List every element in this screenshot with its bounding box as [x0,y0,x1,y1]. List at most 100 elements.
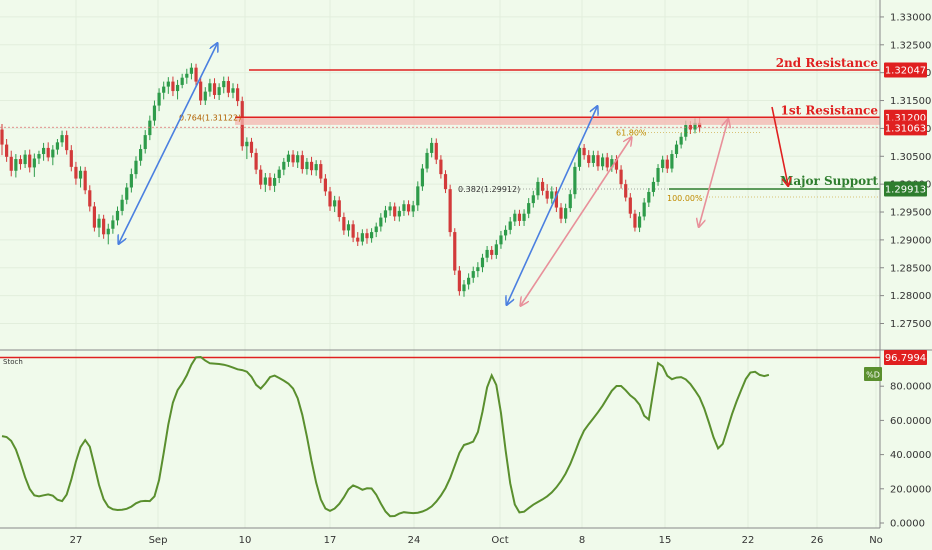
candle-body [434,142,438,160]
candle-body [32,158,36,168]
candle-body [485,249,489,258]
candle-body [148,120,152,136]
candle-body [208,83,212,92]
candle-body [370,232,374,239]
candle-body [568,194,572,209]
time-tick-label: No [869,535,883,546]
candle-body [5,144,9,157]
stoch-series-label: %D [866,371,880,380]
candle-body [115,210,120,221]
candle-body [74,166,78,179]
candle-body [490,249,494,255]
fib-label: 61.80% [616,128,647,137]
candle-body [342,217,346,231]
annotations: 2nd Resistance 1st Resistance Major Suppor… [0,44,880,305]
stoch-tick-label: 60.0000 [890,416,931,427]
candle-body [531,195,535,204]
candle-body [143,135,147,150]
candle-body [425,152,429,169]
time-tick-label: 24 [408,535,421,546]
candle-body [416,186,420,206]
candle-body [674,144,679,155]
candle-body [139,149,143,161]
time-tick-label: 26 [811,535,824,546]
candle-body [550,191,554,199]
candle-body [402,204,406,211]
time-tick-label: 8 [579,535,585,546]
resistance-1-tag: 1.31200 [885,113,926,124]
candle-body [503,229,508,236]
candle-body [628,197,632,214]
support-tag: 1.29913 [885,184,926,195]
resistance-zone [235,117,880,125]
resistance-2-tag-bg [884,62,927,78]
price-tick-label: 1.29000 [890,235,931,246]
candle-body [582,147,586,156]
candle-body [125,187,129,200]
candle-body [684,125,688,137]
candle-body [51,149,55,158]
candle-body [328,191,332,207]
support-tag-bg [884,181,927,197]
candle-body [406,204,411,212]
candle-body [393,206,397,217]
candle-body [476,267,480,272]
trend-arrow [699,120,728,226]
candle-body [337,200,341,218]
candle-body [129,174,133,188]
candle-body [577,147,582,167]
candle-body [499,235,503,245]
candle-body [374,226,378,233]
time-tick-label: 17 [324,535,337,546]
candle-body [665,159,669,169]
resistance-1b-tag: 1.31063 [885,123,926,134]
candle-body [467,277,471,285]
candle-body [194,67,198,82]
candle-body [517,213,522,221]
time-tick-label: Oct [491,535,508,546]
candle-body [346,224,351,231]
stoch-axis-labels: 0.0000 20.0000 40.0000 60.0000 80.0000 [880,382,931,530]
candle-body [679,136,683,145]
candle-body [102,218,106,235]
trend-arrow [119,44,217,243]
candle-body [540,181,545,191]
stoch-tick-label: 0.0000 [890,519,925,530]
candle-body [203,91,207,101]
candle-body [180,77,184,85]
candle-body [642,202,646,217]
candle-body [41,147,46,155]
candle-body [106,228,110,235]
candle-body [286,154,291,162]
candle-body [245,141,249,147]
candle-body [88,190,92,207]
stoch-series-badge [864,367,882,381]
time-tick-label: Sep [149,535,168,546]
time-tick-label: 27 [70,535,83,546]
candle-body [508,221,512,230]
candle-body [411,205,415,212]
candle-body [69,150,73,167]
candle-body [263,177,267,185]
price-tick-label: 1.28500 [890,263,931,274]
candle-body [277,169,281,179]
candle-body [92,206,96,228]
candle-body [383,210,388,218]
candle-body [656,167,660,182]
candle-body [670,154,674,169]
candle-body [272,178,277,186]
candle-body [55,142,60,150]
candle-body [651,181,656,192]
candle-body [0,129,4,145]
time-tick-label: 10 [239,535,252,546]
candle-body [480,257,485,268]
stoch-title: Stoch [3,358,23,366]
stoch-d-line [1,355,770,518]
support-label: Major Support [780,174,878,188]
candle-body [536,181,540,196]
candle-body [152,105,157,121]
stoch-tick-label: 80.0000 [890,382,931,393]
candle-body [633,213,637,228]
resistance-2-label: 2nd Resistance [776,56,879,70]
candle-body [323,178,327,192]
